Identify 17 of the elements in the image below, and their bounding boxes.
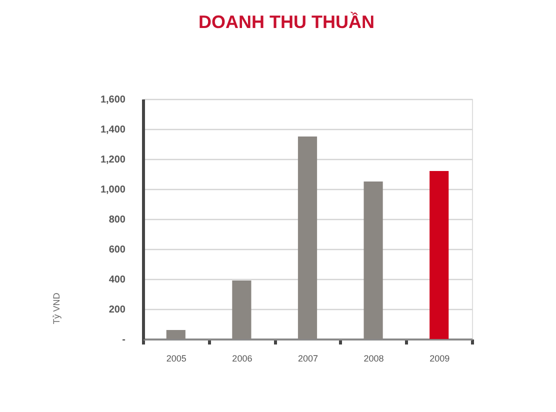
x-tick-label: 2008 xyxy=(364,354,384,364)
y-tick-label: 1,600 xyxy=(100,94,126,106)
x-tick-label: 2006 xyxy=(232,354,252,364)
y-axis-title: Tỷ VND xyxy=(52,292,62,324)
y-tick-label: 400 xyxy=(108,274,126,286)
x-tick-label: 2005 xyxy=(166,354,186,364)
y-tick-label: 800 xyxy=(108,214,126,226)
x-tick-label: 2007 xyxy=(298,354,318,364)
y-tick-label: 200 xyxy=(108,304,126,316)
y-tick-label: - xyxy=(122,334,126,346)
y-tick-label: 1,000 xyxy=(100,184,126,196)
bar xyxy=(430,171,449,339)
y-tick-label: 600 xyxy=(108,244,126,256)
chart-title: DOANH THU THUẦN xyxy=(198,11,374,32)
x-tick-label: 2009 xyxy=(430,354,450,364)
y-tick-label: 1,200 xyxy=(100,154,126,166)
y-tick-label: 1,400 xyxy=(100,124,126,136)
